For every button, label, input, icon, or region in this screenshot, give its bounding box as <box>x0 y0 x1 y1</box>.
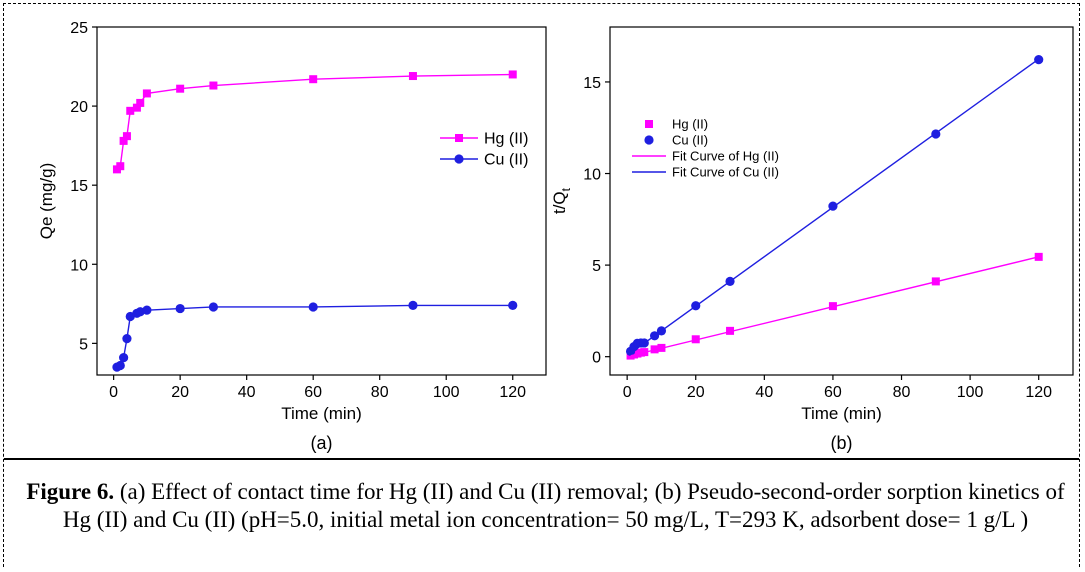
y-tick-label: 10 <box>70 257 88 274</box>
x-tick-label: 80 <box>893 384 911 401</box>
legend-label: Fit Curve of Cu (II) <box>672 165 779 180</box>
data-point-square <box>142 89 151 98</box>
legend-marker-circle <box>644 135 654 145</box>
x-tick-label: 60 <box>304 384 322 401</box>
x-tick-label: 20 <box>687 384 705 401</box>
y-axis-label: Qe (mg/g) <box>37 163 56 240</box>
data-point-circle <box>408 300 418 310</box>
y-tick-label: 5 <box>79 336 88 353</box>
x-tick-label: 20 <box>171 384 189 401</box>
data-point-circle <box>142 305 152 315</box>
y-tick-label: 0 <box>592 350 601 367</box>
y-tick-label: 25 <box>70 20 88 37</box>
data-point-square <box>136 98 145 107</box>
x-tick-label: 60 <box>824 384 842 401</box>
y-axis-label-main: Qe (mg/g) <box>37 163 56 240</box>
plot-frame <box>96 26 547 376</box>
legend-label: Fit Curve of Hg (II) <box>672 149 779 164</box>
data-point-square <box>508 70 517 79</box>
legend-marker-circle <box>454 154 464 164</box>
x-tick-label: 80 <box>371 384 389 401</box>
y-tick-label: 15 <box>583 75 601 92</box>
legend-label: Cu (II) <box>672 133 708 148</box>
x-tick-label: 120 <box>1025 384 1052 401</box>
legend-label: Hg (II) <box>672 117 708 132</box>
caption-text: (a) Effect of contact time for Hg (II) a… <box>62 479 1065 532</box>
figure-caption: Figure 6. (a) Effect of contact time for… <box>22 478 1069 534</box>
panel-a: 0 20 40 60 80 100 120 5 10 15 20 25 Time (min) Qe (mg… <box>37 20 547 453</box>
data-point-circle <box>175 303 185 314</box>
legend-label: Hg (II) <box>484 131 528 148</box>
legend-marker-square <box>455 134 463 142</box>
y-axis-label-subscript: t <box>559 187 573 191</box>
data-point-square <box>408 72 417 81</box>
legend-label: Cu (II) <box>484 152 528 169</box>
x-tick-label: 100 <box>957 384 984 401</box>
data-point-circle <box>122 334 132 344</box>
data-point-square <box>132 103 141 112</box>
data-point-circle <box>208 302 219 312</box>
data-point-square <box>119 136 128 145</box>
y-tick-label: 20 <box>70 99 88 116</box>
plot-frame <box>609 26 1074 376</box>
caption-label: Figure 6. <box>26 479 115 504</box>
y-tick-label: 15 <box>70 178 88 195</box>
x-axis-label: Time (min) <box>801 404 882 423</box>
series-line <box>630 256 1039 357</box>
panel-label: (b) <box>831 433 853 453</box>
data-point-square <box>176 84 185 93</box>
x-axis-label: Time (min) <box>281 404 362 423</box>
x-tick-label: 0 <box>109 384 118 401</box>
data-point-square <box>726 326 735 335</box>
panel-label: (a) <box>311 433 333 453</box>
data-point-circle <box>115 360 125 371</box>
data-point-square <box>209 81 218 90</box>
caption-box: Figure 6. (a) Effect of contact time for… <box>4 458 1079 568</box>
y-axis-label: t/Qt <box>550 187 573 214</box>
data-point-square <box>126 106 135 115</box>
x-tick-label: 120 <box>499 384 526 401</box>
data-point-circle <box>308 302 318 312</box>
y-tick-label: 10 <box>583 167 601 184</box>
data-point-circle <box>508 300 518 310</box>
series-line <box>630 58 1040 354</box>
y-axis-label-main: t/Q <box>550 191 569 214</box>
panel-b: 0 20 40 60 80 100 120 0 5 10 15 Time (min) t/Qt (b) Hg… <box>550 26 1074 453</box>
x-tick-label: 40 <box>238 384 256 401</box>
series-line <box>116 304 513 368</box>
y-tick-label: 5 <box>592 258 601 275</box>
data-point-square <box>122 132 131 141</box>
legend-marker-square <box>645 120 653 128</box>
data-point-circle <box>119 353 129 363</box>
data-point-square <box>116 162 125 171</box>
x-tick-label: 100 <box>433 384 460 401</box>
x-tick-label: 40 <box>755 384 773 401</box>
data-point-square <box>309 75 318 84</box>
x-tick-label: 0 <box>623 384 632 401</box>
